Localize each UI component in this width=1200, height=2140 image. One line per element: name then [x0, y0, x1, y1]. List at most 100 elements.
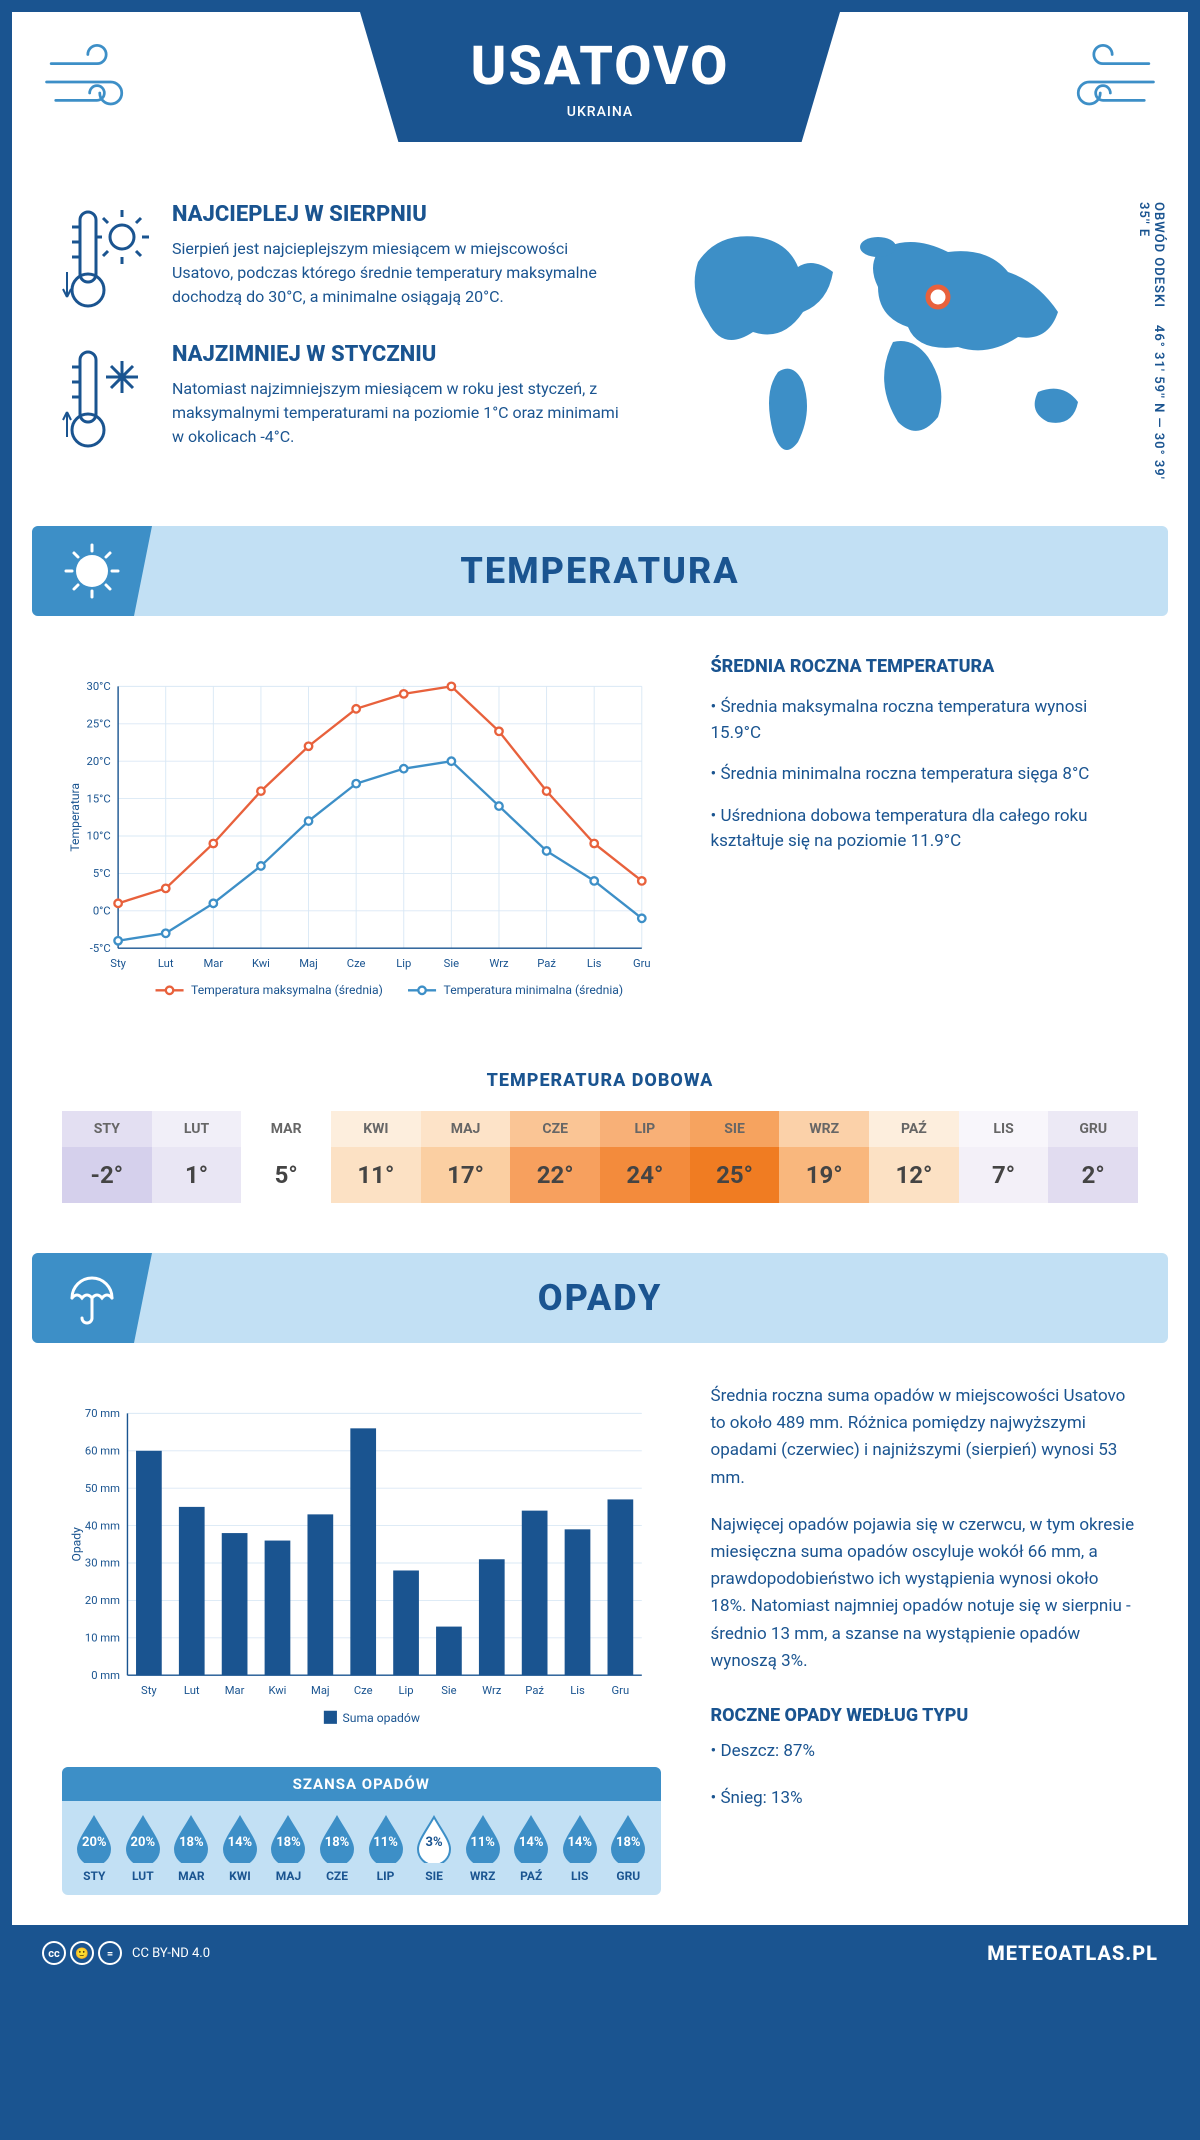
svg-text:0°C: 0°C [93, 905, 111, 918]
chance-cell: 18% MAJ [264, 1813, 313, 1883]
chance-cell: 11% LIP [361, 1813, 410, 1883]
daily-cell: MAJ17° [421, 1111, 511, 1203]
site-brand: METEOATLAS.PL [987, 1941, 1158, 1965]
hottest-block: NAJCIEPLEJ W SIERPNIU Sierpień jest najc… [62, 202, 628, 312]
daily-cell: SIE25° [690, 1111, 780, 1203]
precip-title: OPADY [538, 1277, 663, 1319]
precip-type-title: ROCZNE OPADY WEDŁUG TYPU [711, 1705, 1139, 1726]
daily-temp-value: 25° [690, 1147, 780, 1203]
precip-para-1: Średnia roczna suma opadów w miejscowośc… [711, 1383, 1139, 1492]
chance-month: LIS [555, 1869, 604, 1883]
svg-text:Sie: Sie [441, 1684, 456, 1697]
temp-bullet: • Średnia maksymalna roczna temperatura … [711, 695, 1139, 746]
svg-text:Maj: Maj [299, 957, 318, 970]
chance-month: MAR [167, 1869, 216, 1883]
daily-cell: WRZ19° [779, 1111, 869, 1203]
coldest-block: NAJZIMNIEJ W STYCZNIU Natomiast najzimni… [62, 342, 628, 452]
daily-month-label: STY [62, 1111, 152, 1147]
hottest-title: NAJCIEPLEJ W SIERPNIU [172, 202, 628, 227]
daily-month-label: GRU [1048, 1111, 1138, 1147]
precip-info: Średnia roczna suma opadów w miejscowośc… [711, 1383, 1139, 1895]
precip-type-bullet: • Deszcz: 87% [711, 1738, 1139, 1765]
raindrop-icon: 14% [511, 1813, 551, 1863]
raindrop-icon: 3% [414, 1813, 454, 1863]
annual-temp-title: ŚREDNIA ROCZNA TEMPERATURA [711, 656, 1139, 677]
daily-temp-value: 17° [421, 1147, 511, 1203]
precip-section-header: OPADY [32, 1253, 1168, 1343]
raindrop-icon: 14% [560, 1813, 600, 1863]
thermometer-hot-icon [62, 202, 152, 312]
svg-text:Wrz: Wrz [489, 957, 509, 970]
svg-text:Kwi: Kwi [269, 1684, 287, 1697]
svg-text:30 mm: 30 mm [85, 1557, 120, 1570]
wind-decoration-right-icon [1048, 42, 1158, 122]
precip-body: 0 mm10 mm20 mm30 mm40 mm50 mm60 mm70 mmS… [12, 1343, 1188, 1925]
intro-section: NAJCIEPLEJ W SIERPNIU Sierpień jest najc… [12, 182, 1188, 526]
svg-text:10 mm: 10 mm [85, 1632, 120, 1645]
chance-title: SZANSA OPADÓW [62, 1767, 661, 1801]
chance-cell: 18% MAR [167, 1813, 216, 1883]
daily-temp-value: -2° [62, 1147, 152, 1203]
svg-text:60 mm: 60 mm [85, 1445, 120, 1458]
chance-percent: 14% [220, 1835, 260, 1850]
daily-cell: CZE22° [510, 1111, 600, 1203]
cc-icons: cc 🙂 = [42, 1941, 122, 1965]
svg-text:Maj: Maj [311, 1684, 330, 1697]
region-label: OBWÓD ODESKI [1151, 202, 1166, 308]
svg-text:Paź: Paź [537, 957, 556, 970]
svg-text:Temperatura: Temperatura [68, 783, 82, 852]
temperature-body: -5°C0°C5°C10°C15°C20°C25°C30°CStyLutMarK… [12, 616, 1188, 1060]
svg-text:Opady: Opady [70, 1527, 84, 1562]
daily-month-label: CZE [510, 1111, 600, 1147]
map-column: OBWÓD ODESKI 46° 31' 59'' N — 30° 39' 35… [658, 202, 1138, 486]
chance-month: LIP [361, 1869, 410, 1883]
raindrop-icon: 11% [366, 1813, 406, 1863]
svg-text:Mar: Mar [225, 1684, 245, 1697]
raindrop-icon: 20% [123, 1813, 163, 1863]
svg-text:50 mm: 50 mm [85, 1482, 120, 1495]
raindrop-icon: 20% [74, 1813, 114, 1863]
svg-text:Cze: Cze [354, 1684, 373, 1697]
sun-icon [32, 526, 152, 616]
daily-month-label: LIS [959, 1111, 1049, 1147]
svg-text:Wrz: Wrz [482, 1684, 502, 1697]
svg-text:Temperatura maksymalna (średni: Temperatura maksymalna (średnia) [191, 983, 383, 997]
raindrop-icon: 18% [317, 1813, 357, 1863]
svg-text:40 mm: 40 mm [85, 1519, 120, 1532]
svg-text:70 mm: 70 mm [85, 1407, 120, 1420]
daily-temp-value: 1° [152, 1147, 242, 1203]
chance-month: PAŹ [507, 1869, 556, 1883]
chance-percent: 18% [268, 1835, 308, 1850]
chance-percent: 20% [74, 1835, 114, 1850]
temperature-section-header: TEMPERATURA [32, 526, 1168, 616]
svg-text:Gru: Gru [633, 957, 651, 970]
wind-decoration-left-icon [42, 42, 152, 122]
coldest-body: Natomiast najzimniejszym miesiącem w rok… [172, 377, 628, 449]
raindrop-icon: 18% [171, 1813, 211, 1863]
thermometer-cold-icon [62, 342, 152, 452]
daily-temp-value: 24° [600, 1147, 690, 1203]
chance-month: GRU [604, 1869, 653, 1883]
daily-month-label: MAJ [421, 1111, 511, 1147]
svg-text:25°C: 25°C [87, 718, 111, 731]
temperature-title: TEMPERATURA [460, 550, 739, 592]
daily-month-label: LIP [600, 1111, 690, 1147]
svg-text:Kwi: Kwi [252, 957, 270, 970]
coldest-title: NAJZIMNIEJ W STYCZNIU [172, 342, 628, 367]
svg-text:Sty: Sty [141, 1684, 157, 1697]
daily-temp-value: 2° [1048, 1147, 1138, 1203]
temp-bullet: • Średnia minimalna roczna temperatura s… [711, 762, 1139, 788]
svg-text:Suma opadów: Suma opadów [343, 1711, 420, 1725]
raindrop-icon: 11% [463, 1813, 503, 1863]
chance-cell: 14% PAŹ [507, 1813, 556, 1883]
raindrop-icon: 18% [608, 1813, 648, 1863]
chance-cell: 3% SIE [410, 1813, 459, 1883]
daily-temp-value: 7° [959, 1147, 1049, 1203]
chance-percent: 18% [317, 1835, 357, 1850]
chance-month: STY [70, 1869, 119, 1883]
daily-temp-value: 5° [241, 1147, 331, 1203]
svg-text:Lis: Lis [570, 1684, 585, 1697]
chance-percent: 14% [560, 1835, 600, 1850]
nd-icon: = [98, 1941, 122, 1965]
chance-percent: 18% [608, 1835, 648, 1850]
